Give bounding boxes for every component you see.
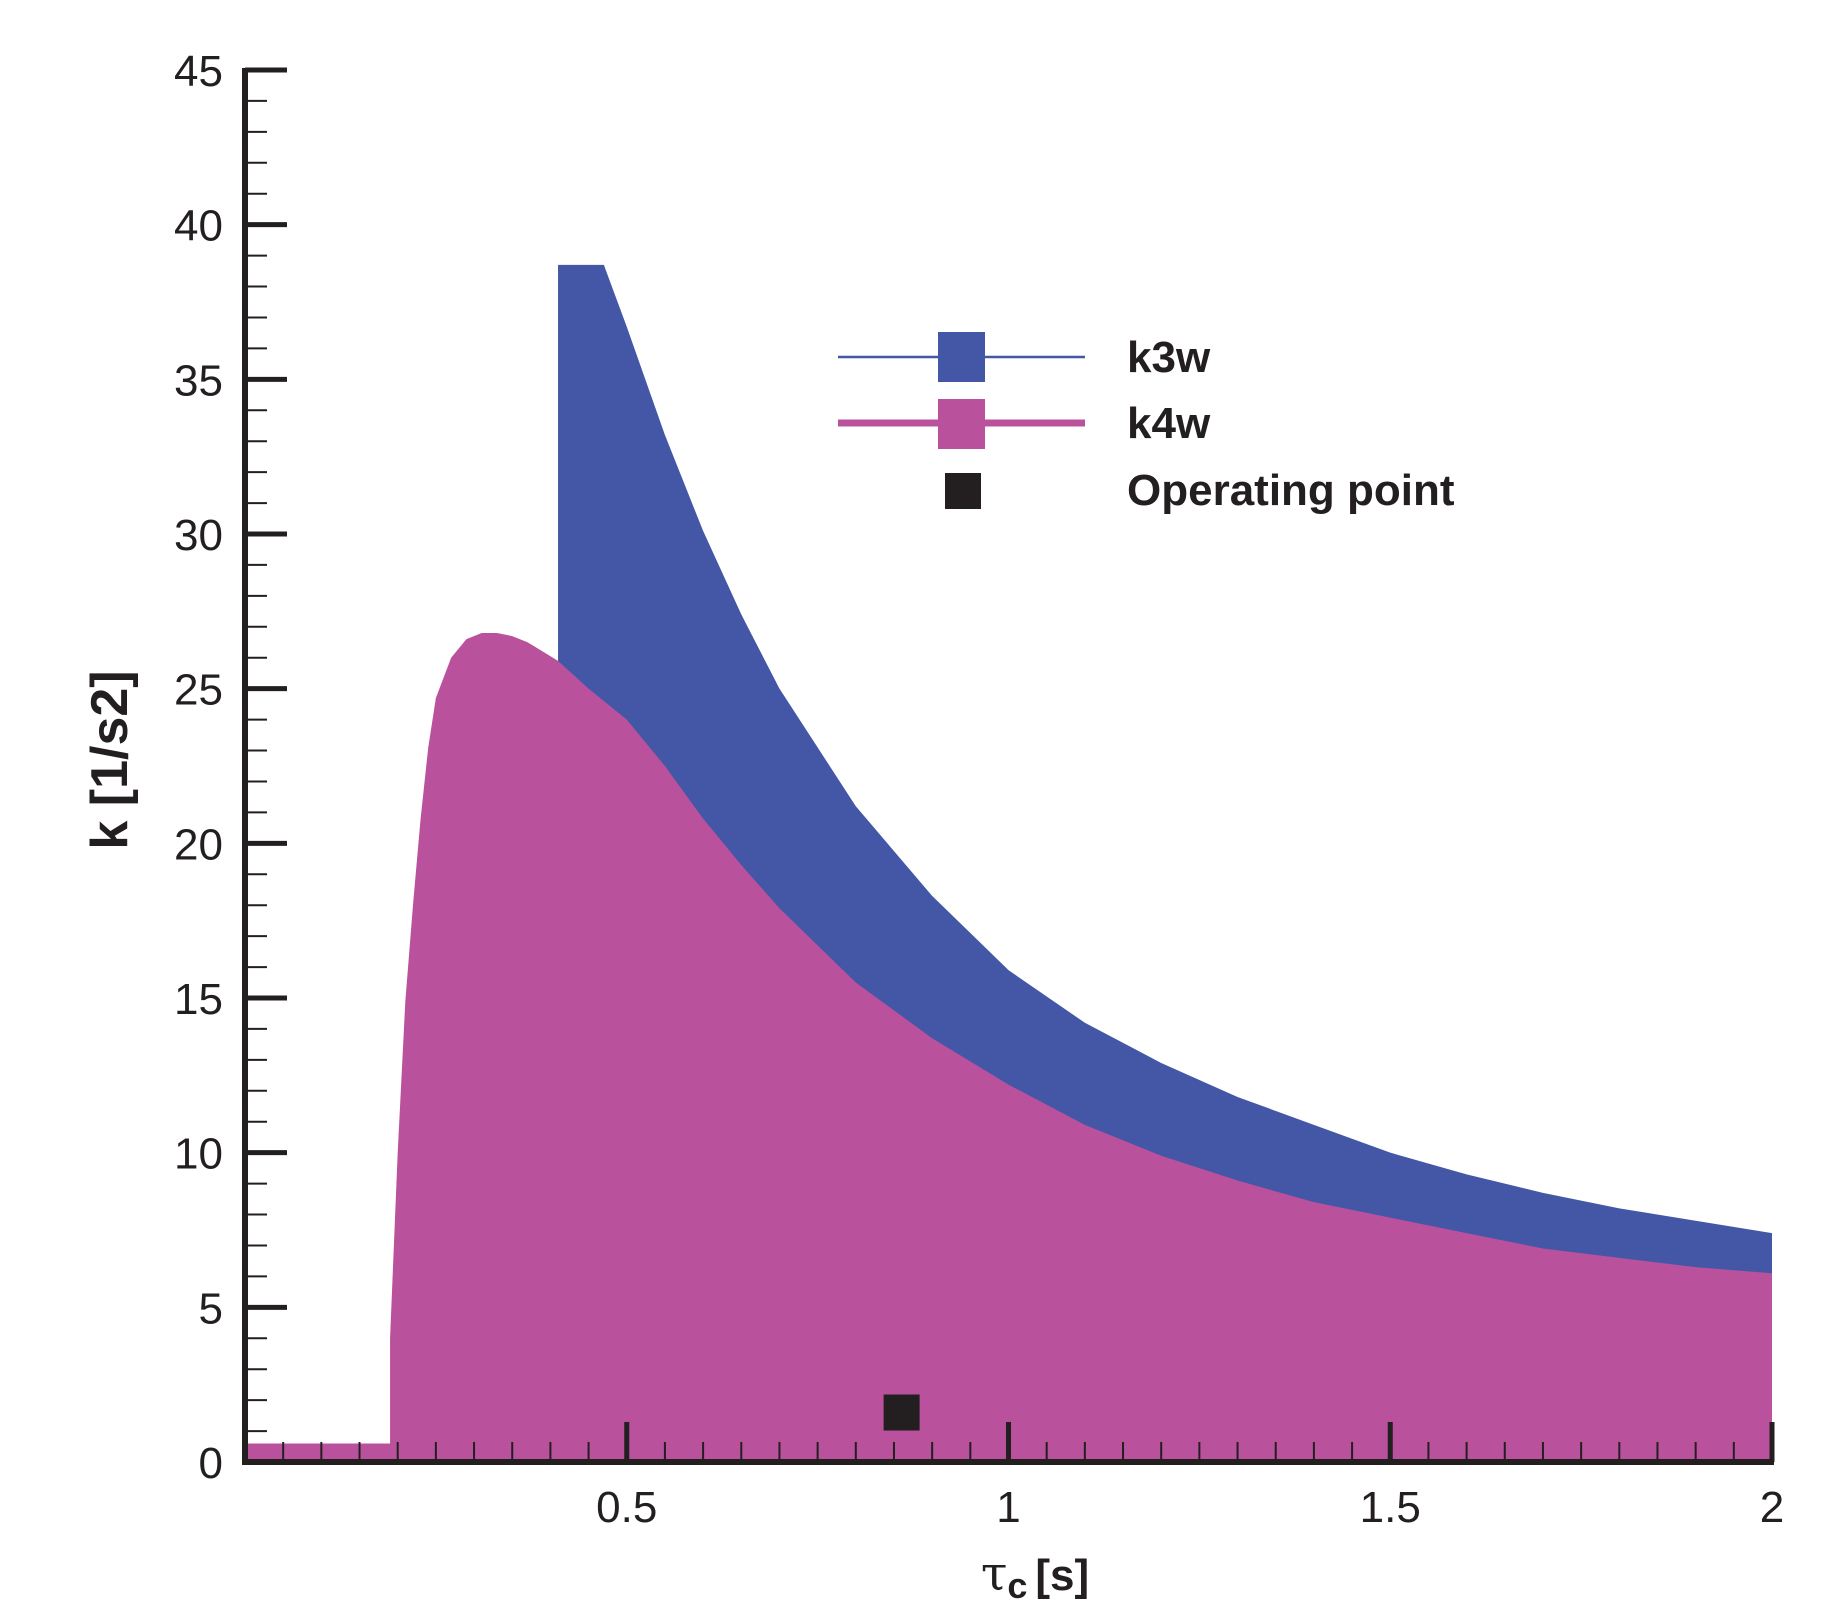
y-tick-label-9: 45 [174,47,223,96]
legend: k3w k4w Operating point [838,332,1455,515]
plot-area [244,264,1773,1462]
y-tick-label-3: 15 [174,975,223,1024]
legend-label-k3w: k3w [1127,333,1211,382]
x-tick-label-3: 2 [1760,1483,1784,1532]
x-tick-label-0: 0.5 [596,1483,657,1532]
y-tick-label-6: 30 [174,511,223,560]
series-area-k4w [245,632,1772,1462]
x-axis-title: τc [s] [981,1546,1089,1606]
y-tick-label-5: 25 [174,666,223,715]
y-tick-label-8: 40 [174,202,223,251]
y-tick-label-2: 10 [174,1130,223,1179]
operating-point-marker [883,1394,920,1431]
y-tick-label-7: 35 [174,356,223,405]
y-tick-label-4: 20 [174,820,223,869]
legend-swatch-k4w [938,399,985,449]
x-tick-label-1: 1 [996,1483,1020,1532]
y-tick-label-0: 0 [199,1439,223,1488]
legend-label-k4w: k4w [1127,399,1211,448]
legend-swatch-operating-point [945,473,981,509]
legend-entry-k3w: k3w [838,332,1211,382]
legend-entry-k4w: k4w [838,399,1211,449]
x-axis-title-symbol: τ [981,1546,1008,1602]
y-tick-label-1: 5 [199,1284,223,1333]
legend-swatch-k3w [938,332,985,382]
legend-entry-operating-point: Operating point [945,466,1455,515]
y-axis-title: k [1/s2] [81,670,139,849]
x-tick-label-2: 1.5 [1360,1483,1421,1532]
axes: 0 5 10 15 20 25 30 35 40 45 0.5 1 1.5 2 [174,47,1784,1532]
x-axis-title-unit: [s] [1035,1551,1089,1600]
x-axis-title-subscript: c [1007,1565,1027,1606]
legend-label-operating-point: Operating point [1127,466,1455,515]
